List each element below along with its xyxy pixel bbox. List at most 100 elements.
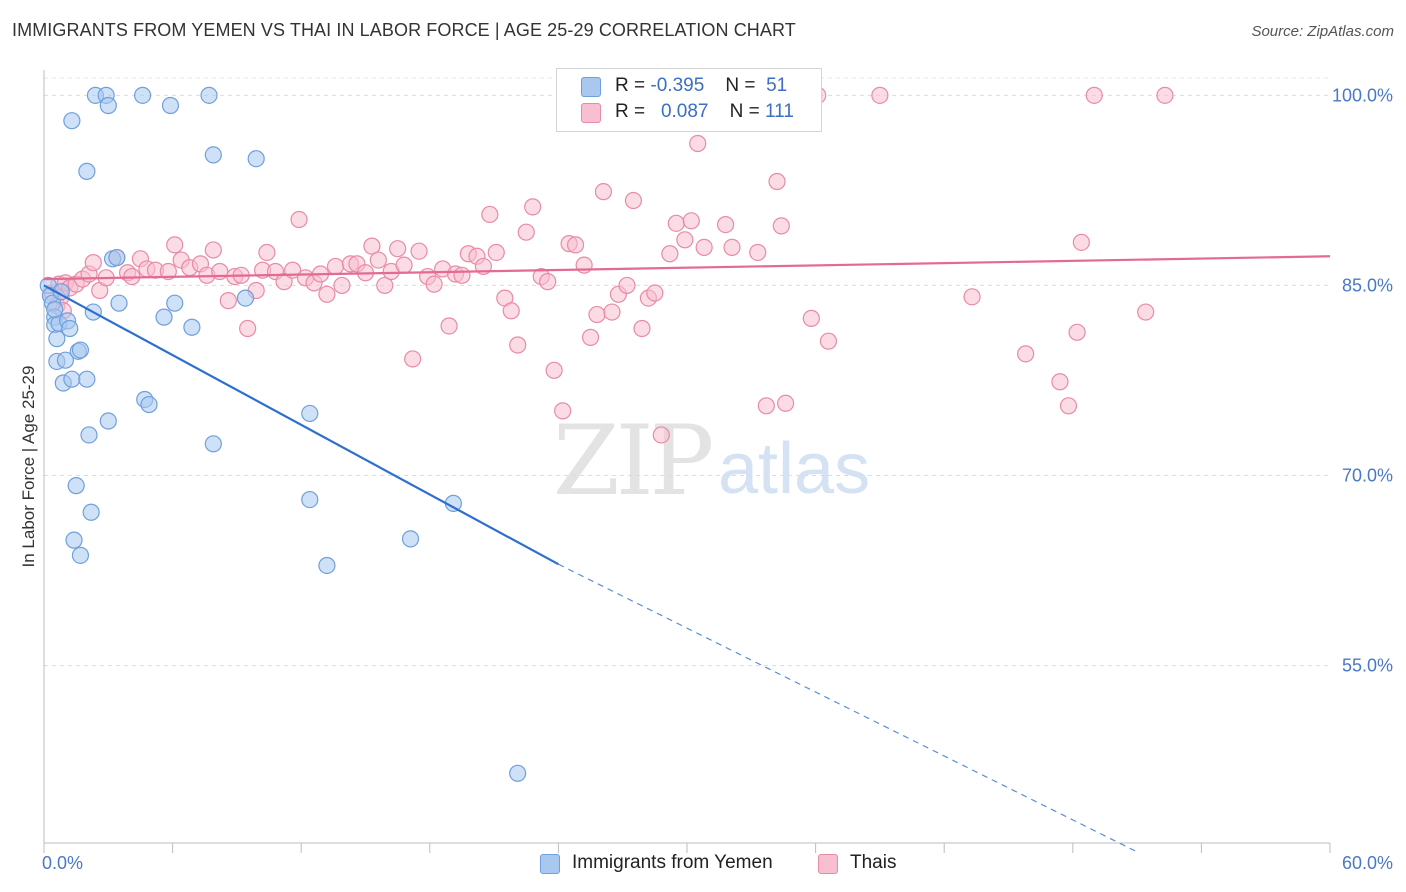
point-thais: [275, 273, 293, 291]
point-thais: [1051, 373, 1069, 391]
y-tick-label: 70.0%: [1342, 466, 1393, 486]
legend-n-label-thais: N =: [729, 101, 760, 122]
point-thais: [802, 309, 820, 327]
point-thais: [376, 276, 394, 295]
point-thais: [749, 243, 767, 262]
point-thais: [524, 198, 542, 216]
point-thais: [772, 217, 790, 235]
point-thais: [1072, 233, 1090, 251]
point-yemen: [56, 351, 75, 369]
point-thais: [410, 242, 428, 260]
point-thais: [481, 205, 499, 224]
point-thais: [363, 237, 381, 255]
point-thais: [963, 288, 981, 306]
point-thais: [667, 214, 685, 232]
point-thais: [554, 402, 572, 420]
point-thais: [1068, 323, 1086, 341]
point-yemen: [301, 404, 319, 423]
point-thais: [819, 332, 838, 350]
point-yemen: [78, 370, 96, 388]
point-thais: [502, 302, 520, 320]
legend-n-label-yemen: N =: [725, 75, 756, 96]
legend-n-value-thais: 111: [765, 101, 794, 122]
point-yemen: [46, 300, 64, 319]
point-thais: [545, 361, 563, 379]
point-yemen: [318, 556, 336, 575]
point-thais: [603, 303, 621, 321]
point-thais: [290, 210, 308, 229]
legend-r-label-thais: R =: [615, 101, 646, 122]
y-tick-label: 100.0%: [1332, 85, 1393, 105]
point-yemen: [204, 146, 222, 164]
point-yemen: [236, 289, 255, 307]
point-yemen: [166, 294, 184, 312]
bottom-legend-label-thais: Thais: [850, 852, 897, 873]
point-thais: [369, 251, 387, 269]
point-thais: [395, 256, 413, 274]
point-thais: [159, 262, 177, 281]
point-thais: [219, 292, 237, 310]
point-thais: [594, 183, 613, 201]
point-thais: [646, 284, 664, 302]
legend-r-label-yemen: R =: [615, 75, 646, 96]
x-tick-label: 60.0%: [1342, 853, 1393, 873]
point-thais: [453, 266, 471, 284]
bottom-legend-label-yemen: Immigrants from Yemen: [572, 852, 773, 873]
point-thais: [239, 319, 257, 338]
point-thais: [624, 191, 643, 210]
legend-n-value-yemen: 51: [766, 75, 788, 96]
point-yemen: [155, 308, 173, 326]
point-thais: [1137, 303, 1155, 321]
point-yemen: [161, 96, 180, 115]
point-thais: [776, 394, 795, 412]
trendline-yemen: [43, 284, 559, 566]
point-yemen: [183, 318, 201, 336]
legend-swatch-thais: [581, 103, 601, 123]
point-yemen: [204, 435, 222, 453]
point-thais: [509, 336, 527, 354]
point-yemen: [509, 764, 527, 782]
y-tick-label: 55.0%: [1342, 656, 1393, 676]
y-axis-label: In Labor Force | Age 25-29: [19, 366, 38, 568]
point-thais: [716, 216, 735, 234]
point-thais: [676, 231, 694, 249]
y-tick-label: 85.0%: [1342, 275, 1393, 295]
point-yemen: [71, 546, 90, 564]
point-thais: [723, 238, 741, 257]
point-thais: [517, 223, 535, 241]
point-thais: [1085, 86, 1103, 104]
point-yemen: [82, 503, 100, 521]
point-yemen: [301, 490, 319, 509]
point-thais: [1017, 345, 1035, 363]
point-yemen: [133, 86, 152, 104]
point-thais: [166, 236, 184, 254]
point-thais: [588, 305, 606, 324]
legend-swatch-yemen: [581, 77, 601, 97]
point-yemen: [200, 86, 218, 104]
point-yemen: [63, 112, 81, 130]
chart-title: IMMIGRANTS FROM YEMEN VS THAI IN LABOR F…: [12, 20, 796, 40]
point-thais: [682, 212, 700, 230]
point-thais: [539, 273, 557, 291]
point-yemen: [99, 96, 117, 115]
point-thais: [757, 397, 775, 415]
point-thais: [318, 285, 336, 303]
point-yemen: [67, 477, 85, 495]
point-thais: [440, 317, 458, 335]
point-yemen: [99, 412, 117, 430]
point-thais: [1059, 397, 1078, 415]
bottom-legend-swatch-yemen: [540, 854, 560, 874]
point-yemen: [78, 162, 96, 180]
point-thais: [566, 236, 585, 254]
point-thais: [661, 245, 679, 263]
point-yemen: [65, 531, 83, 549]
point-thais: [689, 134, 707, 153]
point-thais: [333, 276, 351, 295]
point-thais: [425, 275, 443, 293]
point-thais: [487, 243, 505, 262]
point-yemen: [108, 248, 126, 267]
point-thais: [575, 256, 593, 274]
source-label: Source: ZipAtlas.com: [1251, 23, 1394, 40]
point-thais: [204, 241, 222, 259]
